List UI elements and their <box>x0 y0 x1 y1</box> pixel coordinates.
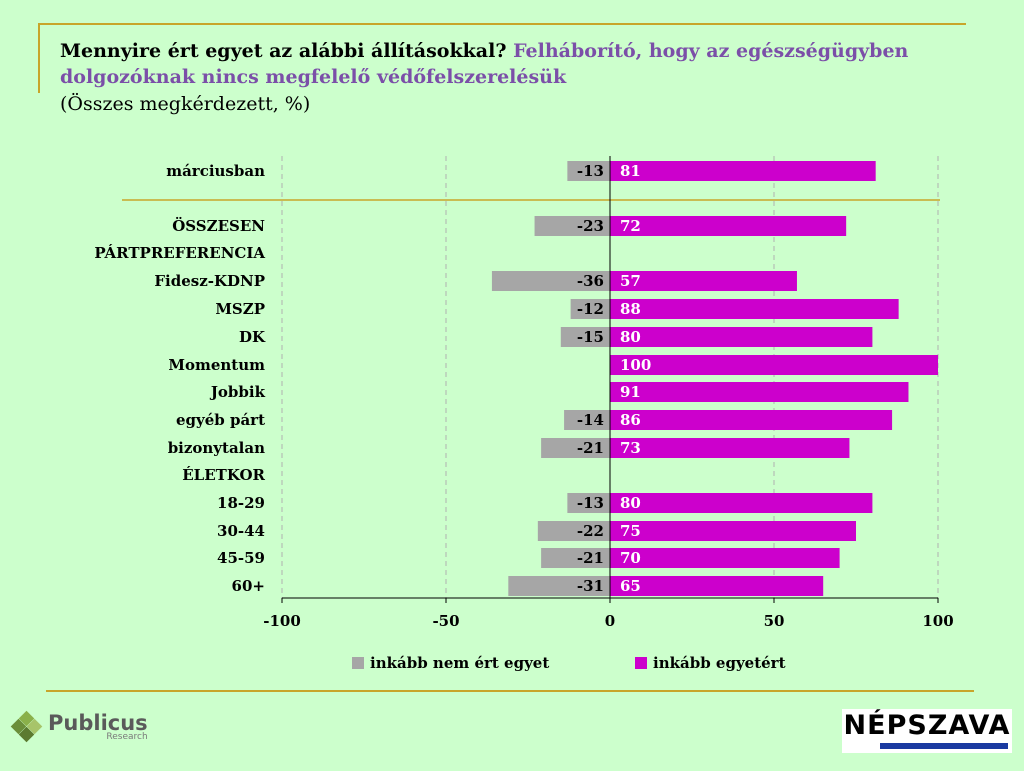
bar-disagree-13 <box>541 548 610 568</box>
x-tick-label-3: 50 <box>764 612 785 630</box>
x-tick-label-2: 0 <box>605 612 615 630</box>
category-label-9: bizonytalan <box>168 439 265 457</box>
value-disagree-13: -21 <box>577 549 604 567</box>
bar-agree-9 <box>610 438 850 458</box>
x-tick-label-0: -100 <box>263 612 301 630</box>
value-agree-0: 81 <box>620 162 641 180</box>
x-tick-label-1: -50 <box>432 612 459 630</box>
legend-swatch-disagree <box>352 657 364 669</box>
bar-disagree-9 <box>541 438 610 458</box>
nepszava-bar <box>880 743 1008 749</box>
value-agree-7: 91 <box>620 383 641 401</box>
bar-disagree-11 <box>567 493 610 513</box>
value-agree-6: 100 <box>620 356 651 374</box>
category-label-4: MSZP <box>215 300 265 318</box>
category-label-11: 18-29 <box>217 494 265 512</box>
category-label-2: PÁRTPREFERENCIA <box>94 244 265 262</box>
category-label-1: ÖSSZESEN <box>172 216 265 235</box>
value-disagree-0: -13 <box>577 162 604 180</box>
x-tick-label-4: 100 <box>922 612 953 630</box>
bar-disagree-3 <box>491 271 610 291</box>
category-label-5: DK <box>239 328 266 346</box>
bar-agree-8 <box>610 410 893 430</box>
bar-agree-5 <box>610 327 873 347</box>
publicus-logo: Publicus Research <box>10 710 148 743</box>
publicus-diamond-icon <box>10 710 43 743</box>
publicus-sub: Research <box>106 732 148 742</box>
legend-label-disagree: inkább nem ért egyet <box>370 654 550 672</box>
category-label-8: egyéb párt <box>176 411 265 429</box>
category-label-3: Fidesz-KDNP <box>154 272 265 290</box>
chart-title: Mennyire ért egyet az alábbi állításokka… <box>60 38 980 90</box>
bar-disagree-8 <box>564 410 610 430</box>
top-rule <box>38 23 966 25</box>
value-agree-14: 65 <box>620 577 641 595</box>
bar-disagree-0 <box>567 161 610 181</box>
value-disagree-1: -23 <box>577 217 604 235</box>
bar-agree-14 <box>610 576 824 596</box>
question-text: Mennyire ért egyet az alábbi állításokka… <box>60 40 507 62</box>
value-disagree-14: -31 <box>577 577 604 595</box>
bar-disagree-5 <box>560 327 610 347</box>
value-agree-5: 80 <box>620 328 641 346</box>
category-label-6: Momentum <box>168 356 265 374</box>
bar-agree-12 <box>610 521 856 541</box>
nepszava-name: NÉPSZAVA <box>843 710 1011 741</box>
legend-item-disagree: inkább nem ért egyet <box>352 654 549 672</box>
bottom-rule <box>46 690 974 692</box>
value-agree-3: 57 <box>620 272 641 290</box>
bar-agree-1 <box>610 216 847 236</box>
bar-disagree-1 <box>534 216 610 236</box>
bar-agree-3 <box>610 271 797 291</box>
bar-disagree-14 <box>508 576 610 596</box>
value-agree-12: 75 <box>620 522 641 540</box>
bar-agree-11 <box>610 493 873 513</box>
publicus-name: Publicus <box>48 711 148 735</box>
value-agree-13: 70 <box>620 549 641 567</box>
value-agree-4: 88 <box>620 300 641 318</box>
category-label-7: Jobbik <box>209 383 266 401</box>
value-disagree-4: -12 <box>577 300 604 318</box>
category-label-12: 30-44 <box>217 522 265 540</box>
value-disagree-5: -15 <box>577 328 604 346</box>
legend-swatch-agree <box>635 657 647 669</box>
bar-agree-4 <box>610 299 899 319</box>
legend-item-agree: inkább egyetért <box>635 654 786 672</box>
value-agree-8: 86 <box>620 411 641 429</box>
value-disagree-3: -36 <box>577 272 604 290</box>
value-agree-1: 72 <box>620 217 641 235</box>
value-disagree-12: -22 <box>577 522 604 540</box>
legend-label-agree: inkább egyetért <box>653 654 786 672</box>
bar-disagree-4 <box>570 299 610 319</box>
value-disagree-9: -21 <box>577 439 604 457</box>
category-label-14: 60+ <box>232 577 265 595</box>
chart-subtitle: (Összes megkérdezett, %) <box>60 93 311 115</box>
nepszava-logo: NÉPSZAVA <box>842 709 1012 753</box>
bar-disagree-12 <box>537 521 610 541</box>
value-agree-9: 73 <box>620 439 641 457</box>
side-rule <box>38 23 40 93</box>
value-disagree-11: -13 <box>577 494 604 512</box>
value-agree-11: 80 <box>620 494 641 512</box>
bar-agree-0 <box>610 161 876 181</box>
bar-agree-13 <box>610 548 840 568</box>
bar-agree-6 <box>610 355 938 375</box>
bar-agree-7 <box>610 382 909 402</box>
value-disagree-8: -14 <box>577 411 604 429</box>
category-label-0: márciusban <box>166 162 265 180</box>
category-label-10: ÉLETKOR <box>182 466 265 484</box>
category-label-13: 45-59 <box>217 549 265 567</box>
statement-text: Felháborító, hogy az egészségügyben dolg… <box>60 40 909 88</box>
